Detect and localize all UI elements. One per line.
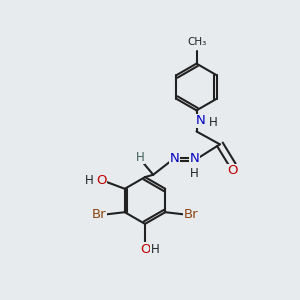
Text: H: H bbox=[150, 243, 159, 256]
Text: H: H bbox=[136, 151, 144, 164]
Text: O: O bbox=[96, 174, 107, 187]
Text: Br: Br bbox=[184, 208, 199, 221]
Text: O: O bbox=[227, 164, 238, 177]
Text: N: N bbox=[196, 114, 206, 128]
Text: Br: Br bbox=[92, 208, 106, 221]
Text: N: N bbox=[190, 152, 200, 165]
Text: H: H bbox=[190, 167, 199, 180]
Text: N: N bbox=[169, 152, 179, 165]
Text: O: O bbox=[140, 243, 150, 256]
Text: CH₃: CH₃ bbox=[187, 37, 206, 47]
Text: H: H bbox=[208, 116, 217, 129]
Text: H: H bbox=[84, 174, 93, 187]
